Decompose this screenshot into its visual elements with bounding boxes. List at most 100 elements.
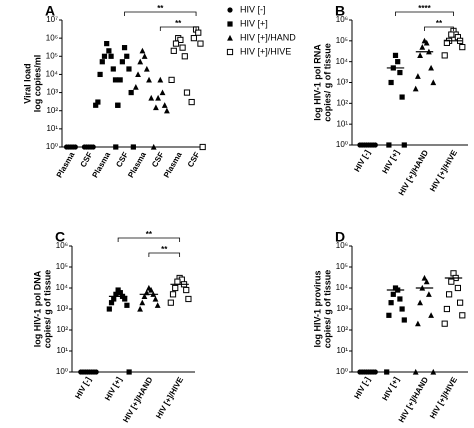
point	[443, 305, 450, 313]
point	[154, 302, 161, 308]
x-tick-label: HIV [+]/HIVE	[154, 375, 185, 420]
point	[459, 312, 466, 319]
point	[170, 47, 177, 54]
y-tick-label: 10⁰	[336, 367, 348, 376]
point	[428, 64, 434, 71]
point	[137, 305, 143, 312]
significance-label: **	[146, 230, 153, 239]
point	[121, 45, 128, 51]
y-axis-label: log HIV-1 provirus	[312, 270, 322, 347]
x-tick-label: Plasma	[126, 150, 148, 179]
y-tick-label: 10⁴	[56, 283, 69, 292]
point	[197, 40, 204, 47]
point	[152, 295, 159, 302]
point	[93, 102, 99, 108]
x-tick-label: HIV [-]	[352, 148, 372, 173]
point	[124, 302, 130, 308]
point	[72, 144, 78, 150]
point	[190, 35, 197, 42]
x-tick-label: HIV [+]/HAND	[397, 148, 430, 197]
y-tick-label: 10⁶	[336, 241, 348, 250]
significance-bracket	[148, 252, 181, 257]
point	[155, 94, 162, 101]
point	[126, 66, 132, 72]
point	[153, 104, 159, 111]
point	[174, 278, 181, 285]
point	[97, 71, 103, 78]
point	[81, 144, 88, 150]
x-tick-label: CSF	[79, 150, 95, 168]
point	[139, 299, 146, 306]
point	[99, 59, 105, 65]
point	[113, 144, 119, 150]
point	[161, 102, 168, 108]
point	[110, 66, 116, 72]
point	[172, 40, 180, 47]
point	[183, 89, 191, 96]
point	[137, 58, 144, 65]
point	[386, 142, 392, 148]
point	[412, 368, 419, 375]
point	[148, 286, 154, 293]
point	[177, 36, 184, 44]
y-tick-label: 10⁶	[46, 33, 58, 42]
y-axis-label: copies/ g of tissue	[322, 43, 332, 122]
point	[401, 317, 407, 323]
y-tick-label: 10⁰	[336, 140, 348, 149]
panel-letter: A	[45, 3, 55, 19]
point	[143, 65, 150, 72]
y-tick-label: 10¹	[336, 346, 348, 355]
point	[226, 48, 234, 56]
point	[90, 144, 96, 150]
point	[108, 300, 115, 306]
point	[441, 320, 448, 327]
y-tick-label: 10²	[56, 325, 68, 334]
x-tick-label: Plasma	[55, 150, 77, 179]
x-tick-label: CSF	[186, 150, 202, 168]
point	[179, 44, 186, 51]
point	[430, 368, 437, 375]
point	[63, 144, 70, 150]
significance-bracket	[124, 11, 197, 16]
point	[112, 77, 119, 83]
point	[167, 299, 174, 306]
x-tick-label: HIV [-]	[352, 375, 372, 400]
point	[188, 98, 195, 106]
point	[395, 59, 401, 65]
x-tick-label: HIV [+]/HAND	[397, 375, 430, 424]
point	[106, 48, 112, 54]
point	[401, 142, 407, 148]
point	[150, 143, 157, 150]
legend-label: HIV [+]/HIVE	[240, 46, 291, 56]
point	[132, 84, 139, 90]
point	[412, 85, 419, 92]
point	[457, 299, 464, 306]
y-tick-label: 10¹	[56, 346, 68, 355]
point	[113, 291, 119, 297]
y-tick-label: 10³	[56, 304, 68, 313]
significance-label: **	[161, 245, 168, 254]
point	[159, 89, 166, 96]
panel-letter: D	[335, 229, 345, 245]
point	[117, 77, 123, 83]
point	[181, 53, 188, 60]
point	[139, 47, 146, 54]
point	[126, 369, 132, 375]
y-tick-label: 10⁵	[46, 51, 58, 60]
point	[415, 73, 421, 79]
point	[386, 312, 392, 318]
point	[157, 76, 164, 83]
y-axis-label: copies/ g of tissue	[322, 270, 332, 349]
y-tick-label: 10⁴	[336, 283, 349, 292]
y-tick-label: 10⁵	[336, 36, 348, 45]
y-axis-label: log HIV-1 pol DNA	[32, 270, 42, 347]
y-tick-label: 10¹	[336, 119, 348, 128]
x-tick-label: CSF	[114, 150, 130, 168]
point	[417, 52, 423, 58]
y-tick-label: 10²	[336, 98, 348, 107]
x-tick-label: Plasma	[90, 150, 112, 179]
y-tick-label: 10⁷	[46, 15, 58, 24]
x-tick-label: HIV [+]/HAND	[121, 375, 154, 424]
point	[169, 291, 177, 298]
